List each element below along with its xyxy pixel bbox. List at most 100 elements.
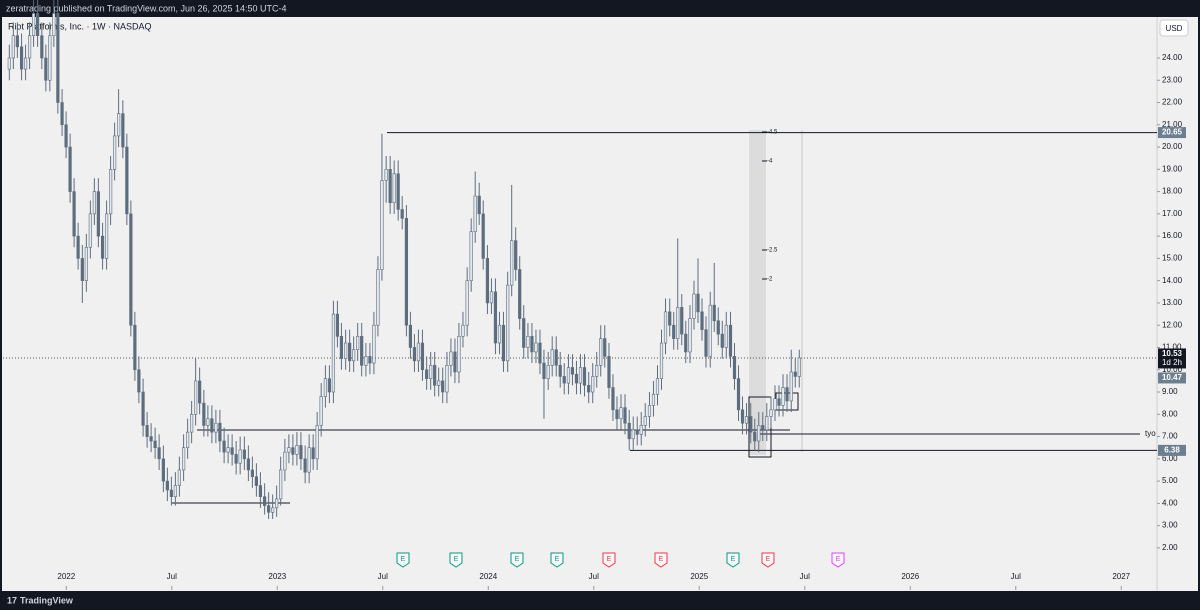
earnings-marker xyxy=(510,552,524,568)
y-tick-label: 12.00 xyxy=(1162,320,1183,329)
candle-body xyxy=(408,324,413,348)
candle-body xyxy=(364,356,368,366)
x-tick-label: 2027 xyxy=(1112,572,1130,581)
candle-body xyxy=(429,364,433,379)
candle-body xyxy=(23,57,28,70)
measure-band xyxy=(749,130,766,455)
earnings-marker xyxy=(726,552,740,568)
candle-body xyxy=(392,173,396,204)
candle-body xyxy=(153,440,157,448)
earnings-marker xyxy=(654,552,668,568)
candle-body xyxy=(238,449,242,464)
candle-body xyxy=(186,431,190,448)
candle-body xyxy=(578,367,583,384)
y-tick-label: 9.00 xyxy=(1162,387,1178,396)
candle-body xyxy=(323,378,327,397)
fib-label: -2.5 xyxy=(767,248,778,254)
candle-body xyxy=(7,57,11,70)
candle-body xyxy=(40,35,44,59)
candle-body xyxy=(339,336,344,359)
candle-body xyxy=(214,422,218,433)
earnings-marker xyxy=(396,552,410,568)
candle-body xyxy=(510,240,514,286)
y-tick-label: 19.00 xyxy=(1162,164,1183,173)
candle-body xyxy=(311,447,315,460)
x-tick-label: 2024 xyxy=(479,572,497,581)
candle-body xyxy=(668,311,672,326)
x-tick-label: Jul xyxy=(167,572,177,581)
candle-body xyxy=(797,357,801,377)
fib-label: -4.5 xyxy=(767,130,778,136)
candle-body xyxy=(319,396,323,426)
candle-body xyxy=(501,324,506,362)
candle-body xyxy=(740,409,745,424)
fib-label: -4 xyxy=(767,159,773,165)
candle-body xyxy=(680,307,684,335)
candle-body xyxy=(76,235,80,259)
candle-body xyxy=(133,324,137,371)
candle-body xyxy=(728,324,733,357)
candle-body xyxy=(226,447,230,453)
y-tick-label: 11.00 xyxy=(1162,343,1182,352)
candle-body xyxy=(344,342,348,359)
price-tag-label: 6.38 xyxy=(1164,445,1180,454)
candle-body xyxy=(676,307,680,339)
candle-body xyxy=(335,313,340,337)
candle-body xyxy=(72,191,76,237)
candle-body xyxy=(587,385,591,393)
price-tag xyxy=(1158,348,1186,369)
candle-body xyxy=(92,191,96,215)
footer xyxy=(0,592,1200,610)
earnings-marker xyxy=(602,552,616,568)
candle-body xyxy=(121,113,125,148)
candle-body xyxy=(254,476,258,486)
candle-body xyxy=(566,367,571,384)
earnings-label: E xyxy=(659,556,664,563)
candle-body xyxy=(534,342,538,353)
candle-body xyxy=(603,338,607,357)
candle-body xyxy=(672,324,676,339)
candle-body xyxy=(582,367,587,386)
y-tick-label: 13.00 xyxy=(1162,298,1183,307)
candle-body xyxy=(412,347,417,362)
y-tick-label: 8.00 xyxy=(1162,409,1178,418)
candle-body xyxy=(611,387,615,411)
candle-body xyxy=(473,195,477,232)
candle-body xyxy=(52,13,56,37)
price-tag xyxy=(1158,444,1186,456)
candle-body xyxy=(44,57,48,81)
candle-body xyxy=(307,447,311,473)
candle-body xyxy=(206,418,210,426)
candle-body xyxy=(651,393,656,406)
candle-body xyxy=(659,342,664,379)
candle-body xyxy=(11,35,15,59)
fib-label: -2 xyxy=(767,277,773,283)
candle-body xyxy=(623,407,627,424)
candle-body xyxy=(793,371,797,377)
y-tick-label: 14.00 xyxy=(1162,276,1183,285)
candle-body xyxy=(368,356,372,364)
x-tick-label: Jul xyxy=(589,572,599,581)
candle-body xyxy=(457,336,461,373)
y-tick-label: 24.00 xyxy=(1162,53,1183,62)
candle-body xyxy=(538,342,542,364)
y-tick-label: 2.00 xyxy=(1162,543,1178,552)
candle-body xyxy=(230,447,234,455)
candle-body xyxy=(489,291,494,304)
candle-body xyxy=(190,413,194,433)
candle-body xyxy=(36,13,40,37)
x-tick-label: Jul xyxy=(378,572,388,581)
candle-body xyxy=(619,407,623,420)
candle-body xyxy=(546,364,550,379)
x-tick-label: 2022 xyxy=(57,572,75,581)
candle-body xyxy=(400,209,404,219)
candle-body xyxy=(708,304,712,357)
candle-body xyxy=(242,449,246,460)
currency-box xyxy=(1159,19,1189,37)
candle-body xyxy=(481,213,485,259)
y-tick-label: 20.00 xyxy=(1162,142,1183,151)
candle-body xyxy=(263,496,267,506)
price-tag xyxy=(1158,372,1186,384)
earnings-marker xyxy=(449,552,463,568)
